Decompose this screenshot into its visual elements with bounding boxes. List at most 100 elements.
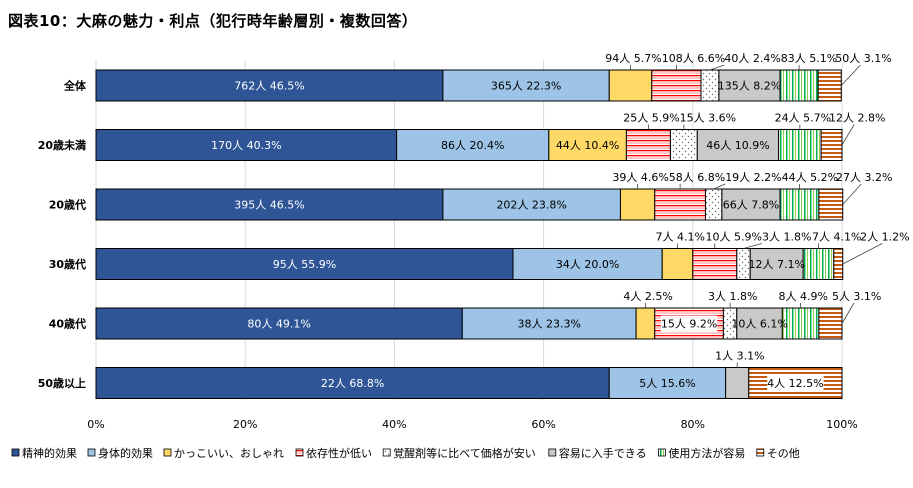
leader-line <box>743 243 763 249</box>
data-label: 12人 2.8% <box>829 112 885 125</box>
leader-line <box>841 302 855 324</box>
data-label: 58人 6.8% <box>669 171 725 184</box>
data-label: 8人 4.9% <box>779 290 828 303</box>
data-label: 34人 20.0% <box>556 258 619 271</box>
legend-label: 依存性が低い <box>306 446 372 460</box>
bar-segment <box>802 248 835 280</box>
bar-segment <box>608 69 653 102</box>
data-label: 46人 10.9% <box>706 139 769 152</box>
bar-segment <box>619 188 656 221</box>
data-label: 395人 46.5% <box>234 199 304 212</box>
data-label: 7人 4.1% <box>655 231 704 244</box>
data-label: 15人 9.2% <box>661 318 717 331</box>
category-label: 全体 <box>63 79 87 93</box>
legend-swatch <box>163 448 172 457</box>
bar-segment <box>669 129 698 161</box>
data-label: 24人 5.7% <box>775 112 831 125</box>
data-label: 108人 6.6% <box>662 52 725 65</box>
legend-swatch <box>87 448 96 457</box>
legend-swatch <box>11 448 20 457</box>
leader-line <box>842 243 883 265</box>
data-label: 83人 5.1% <box>781 52 837 65</box>
bar-segment <box>95 307 463 340</box>
bar-segment <box>781 307 820 340</box>
bar-segment <box>779 188 820 221</box>
bar-segment <box>736 307 783 340</box>
bar-segment <box>95 367 610 399</box>
legend-label: 精神的効果 <box>22 446 77 460</box>
bar-segment <box>696 129 780 161</box>
bar-segment <box>725 367 750 399</box>
data-label: 170人 40.3% <box>211 139 281 152</box>
x-tick-label: 100% <box>826 418 857 431</box>
data-label: 762人 46.5% <box>234 80 304 93</box>
bar-segment <box>818 188 844 221</box>
legend-swatch <box>382 448 391 457</box>
data-label: 39人 4.6% <box>612 171 668 184</box>
data-label: 95人 55.9% <box>273 258 336 271</box>
bar-segment <box>548 129 627 161</box>
bar-segment <box>820 129 843 161</box>
bar-segment <box>442 69 610 102</box>
data-label: 44人 10.4% <box>556 139 619 152</box>
bar-segment <box>635 307 656 340</box>
category-label: 20歳代 <box>49 198 86 212</box>
legend-label: 使用方法が容易 <box>668 446 745 460</box>
data-label: 4人 2.5% <box>623 290 672 303</box>
x-tick-label: 0% <box>87 418 104 431</box>
data-label: 44人 5.2% <box>782 171 838 184</box>
bar-segment <box>818 307 843 340</box>
data-label: 4人 12.5% <box>767 377 823 390</box>
category-label: 30歳代 <box>49 257 86 271</box>
x-tick-label: 80% <box>681 418 705 431</box>
bar-segment <box>778 129 822 161</box>
label-background <box>660 315 718 332</box>
data-label: 19人 2.2% <box>725 171 781 184</box>
data-label: 5人 3.1% <box>832 290 881 303</box>
data-label: 80人 49.1% <box>247 318 310 331</box>
data-label: 10人 5.9% <box>706 231 762 244</box>
bar-segment <box>700 69 720 102</box>
data-label: 38人 23.3% <box>517 318 580 331</box>
data-label: 15人 3.6% <box>680 112 736 125</box>
data-label: 3人 1.8% <box>762 231 811 244</box>
bar-segment <box>704 188 723 221</box>
legend-label: 覚醒剤等に比べて価格が安い <box>393 446 536 460</box>
bar-segment <box>651 69 702 102</box>
bar-segment <box>461 307 637 340</box>
legend-swatch <box>658 448 666 457</box>
legend-swatch <box>756 448 765 457</box>
category-label: 40歳代 <box>49 317 86 331</box>
bar-segment <box>817 69 842 102</box>
data-label: 1人 3.1% <box>715 350 764 363</box>
legend-label: かっこいい、おしゃれ <box>174 447 284 460</box>
legend-swatch <box>548 448 557 457</box>
bar-segment <box>512 248 663 280</box>
category-label: 20歳未満 <box>38 138 86 152</box>
leader-line <box>842 183 862 205</box>
legend-label: 身体的効果 <box>98 446 153 460</box>
bar-segment <box>95 248 514 280</box>
data-label: 12人 7.1% <box>748 258 804 271</box>
data-label: 66人 7.8% <box>723 199 779 212</box>
data-label: 40人 2.4% <box>724 52 780 65</box>
bar-segment <box>95 188 444 221</box>
data-label: 94人 5.7% <box>605 52 661 65</box>
data-label: 3人 1.8% <box>708 290 757 303</box>
data-label: 2人 1.2% <box>860 231 909 244</box>
bar-segment <box>661 248 694 280</box>
legend-label: 容易に入手できる <box>559 446 647 460</box>
data-label: 202人 23.8% <box>496 199 566 212</box>
bar-segment <box>625 129 671 161</box>
data-label: 25人 5.9% <box>623 112 679 125</box>
bar-segment <box>721 188 781 221</box>
bar-segment <box>95 129 398 161</box>
leader-line <box>709 64 725 71</box>
x-tick-label: 20% <box>233 418 257 431</box>
data-label: 135人 8.2% <box>718 80 781 93</box>
leader-line <box>840 64 861 86</box>
bar-segment <box>692 248 738 280</box>
bar-segment <box>833 248 844 280</box>
bar-segment <box>396 129 550 161</box>
